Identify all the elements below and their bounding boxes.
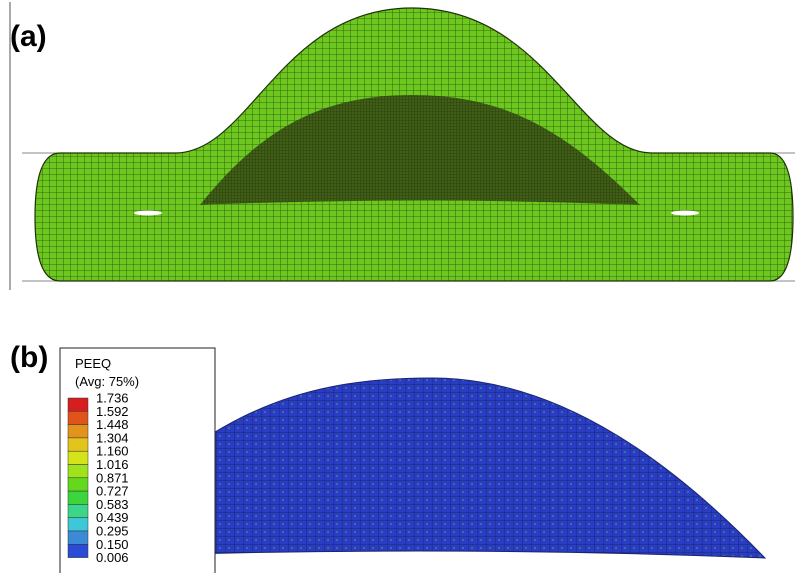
panel-a: (a) [10, 2, 795, 290]
legend-swatch [68, 531, 88, 544]
legend-swatch [68, 518, 88, 531]
legend-level: 0.006 [96, 550, 129, 565]
panel-label: (b) [10, 341, 48, 374]
legend-swatch [68, 491, 88, 504]
figure: (a) (b) PEEQ (Avg: 75%) 1.7361.5921.4481… [0, 0, 795, 573]
legend-swatch [68, 478, 88, 491]
legend-title: PEEQ [75, 356, 111, 371]
panel-b: (b) PEEQ (Avg: 75%) 1.7361.5921.4481.304… [10, 341, 765, 573]
legend-swatch [68, 465, 88, 478]
legend-swatch [68, 398, 88, 411]
panel-label: (a) [10, 20, 47, 53]
gap [134, 211, 162, 216]
legend-swatch [68, 451, 88, 464]
legend-swatch [68, 504, 88, 517]
legend-subtitle: (Avg: 75%) [75, 374, 139, 389]
legend-swatch [68, 425, 88, 438]
legend-swatch [68, 544, 88, 557]
legend-swatch [68, 411, 88, 424]
legend-swatch [68, 438, 88, 451]
gap [671, 211, 699, 216]
